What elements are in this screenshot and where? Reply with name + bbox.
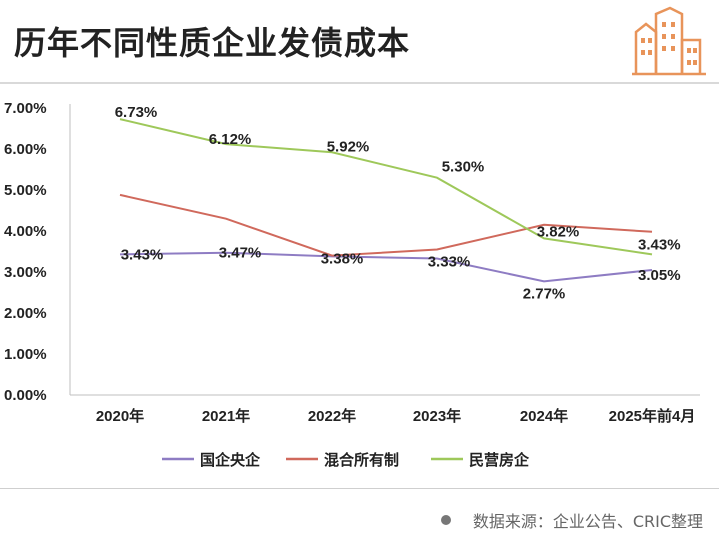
y-tick-label: 1.00%: [4, 346, 47, 363]
x-tick-label: 2020年: [96, 407, 144, 425]
line-chart: 0.00% 1.00% 2.00% 3.00% 4.00% 5.00% 6.00% 7.00%…: [4, 100, 700, 469]
source-text: 数据来源：企业公告、CRIC整理: [472, 512, 703, 531]
bullet-dot-icon: [440, 515, 451, 525]
data-label: 5.30%: [442, 159, 485, 176]
source-note: 数据来源：企业公告、CRIC整理: [440, 508, 703, 532]
x-tick-label: 2023年: [413, 407, 461, 425]
legend-label: 混合所有制: [324, 451, 399, 469]
series-line-2: [119, 193, 653, 257]
data-label: 3.38%: [321, 250, 364, 267]
title-divider: [0, 82, 719, 84]
y-tick-label: 4.00%: [4, 223, 47, 240]
data-label: 3.43%: [121, 246, 164, 263]
data-label: 5.92%: [327, 138, 370, 155]
y-tick-label: 3.00%: [4, 264, 47, 281]
x-tick-label: 2021年: [202, 407, 250, 425]
legend-label: 国企央企: [200, 451, 261, 469]
data-label: 3.05%: [638, 267, 681, 284]
data-label: 3.33%: [428, 253, 471, 270]
x-tick-label: 2022年: [308, 407, 356, 425]
data-label: 6.73%: [115, 104, 158, 121]
data-label: 2.77%: [523, 285, 566, 302]
data-label: 3.43%: [638, 236, 681, 253]
buildings-icon: [632, 6, 706, 76]
x-tick-label: 2024年: [520, 407, 568, 425]
footer-divider: [0, 488, 719, 489]
series-line-1: [119, 251, 653, 283]
data-label: 3.47%: [219, 245, 262, 262]
y-tick-label: 6.00%: [4, 141, 47, 158]
data-label: 3.82%: [537, 223, 580, 240]
y-tick-label: 0.00%: [4, 387, 47, 404]
y-tick-label: 2.00%: [4, 305, 47, 322]
chart-title: 历年不同性质企业发债成本: [14, 24, 411, 62]
series-line-3: [119, 118, 653, 256]
y-tick-label: 7.00%: [4, 100, 47, 117]
x-tick-label: 2025年前4月: [609, 407, 696, 425]
y-tick-label: 5.00%: [4, 182, 47, 199]
data-label: 6.12%: [209, 131, 252, 148]
legend-label: 民营房企: [469, 451, 530, 469]
